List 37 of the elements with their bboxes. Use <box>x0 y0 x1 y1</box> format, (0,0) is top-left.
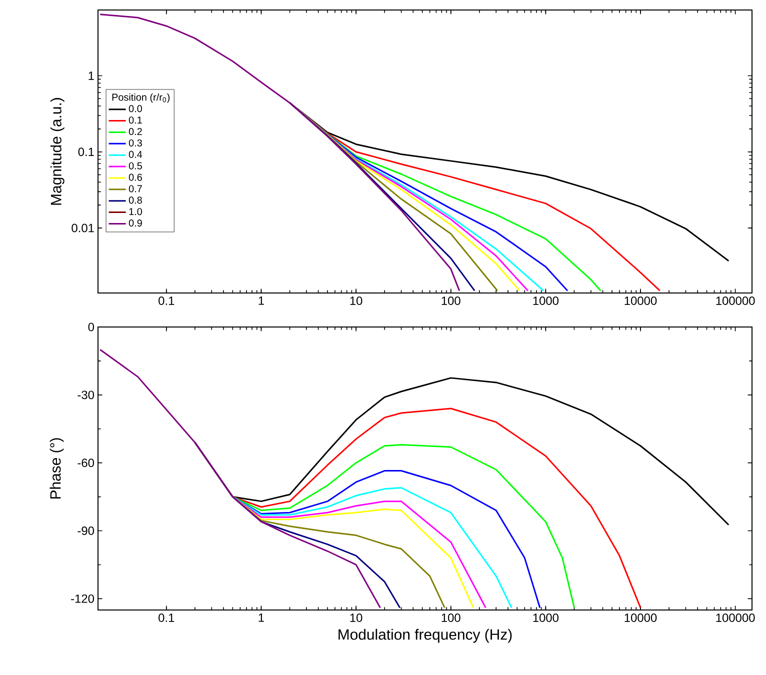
x-tick-label: 10 <box>350 296 362 305</box>
legend-label: 0.3 <box>128 139 142 146</box>
y-tick-label: 0 <box>88 322 94 332</box>
x-tick-label: 1000 <box>533 296 558 305</box>
legend-label: 0.4 <box>128 150 142 158</box>
legend-label: 1.0 <box>129 208 142 216</box>
y-tick-label: -60 <box>78 458 94 468</box>
x-tick-label: 1 <box>258 296 264 305</box>
x-tick-label: 10000 <box>624 296 657 305</box>
y-axis-title: Phase (°) <box>50 438 64 499</box>
x-tick-label: 100000 <box>716 614 755 622</box>
x-tick-label: 100 <box>442 296 460 305</box>
legend-label: 0.9 <box>128 220 142 227</box>
y-tick-label: 1 <box>88 72 94 80</box>
legend-label: 0.8 <box>128 196 142 204</box>
y-axis-title: Magnitude (a.u.) <box>50 98 64 205</box>
legend-label: 0.0 <box>128 105 142 112</box>
y-tick-label: -90 <box>78 526 94 535</box>
y-tick-label: 0.01 <box>72 224 94 232</box>
y-tick-label: 0.1 <box>78 148 94 156</box>
legend-label: 0.2 <box>128 128 142 136</box>
y-tick-label: -30 <box>78 390 94 400</box>
x-tick-label: 0.1 <box>158 614 174 622</box>
legend-label: 0.1 <box>128 116 142 124</box>
x-tick-label: 10000 <box>624 614 657 622</box>
x-tick-label: 100000 <box>716 296 755 305</box>
legend-label: 0.7 <box>128 185 142 192</box>
x-tick-label: 100 <box>442 614 460 622</box>
x-tick-label: 0.1 <box>158 296 174 305</box>
legend-title: Position (r/r$_{0}$) <box>112 93 170 103</box>
x-tick-label: 10 <box>350 614 362 622</box>
legend-label: 0.6 <box>128 174 142 181</box>
y-tick-label: -120 <box>71 594 94 603</box>
x-tick-label: 1 <box>258 614 264 622</box>
legend-label: 0.5 <box>128 162 142 170</box>
x-axis-title: Modulation frequency (Hz) <box>338 628 512 643</box>
x-tick-label: 1000 <box>533 614 558 622</box>
